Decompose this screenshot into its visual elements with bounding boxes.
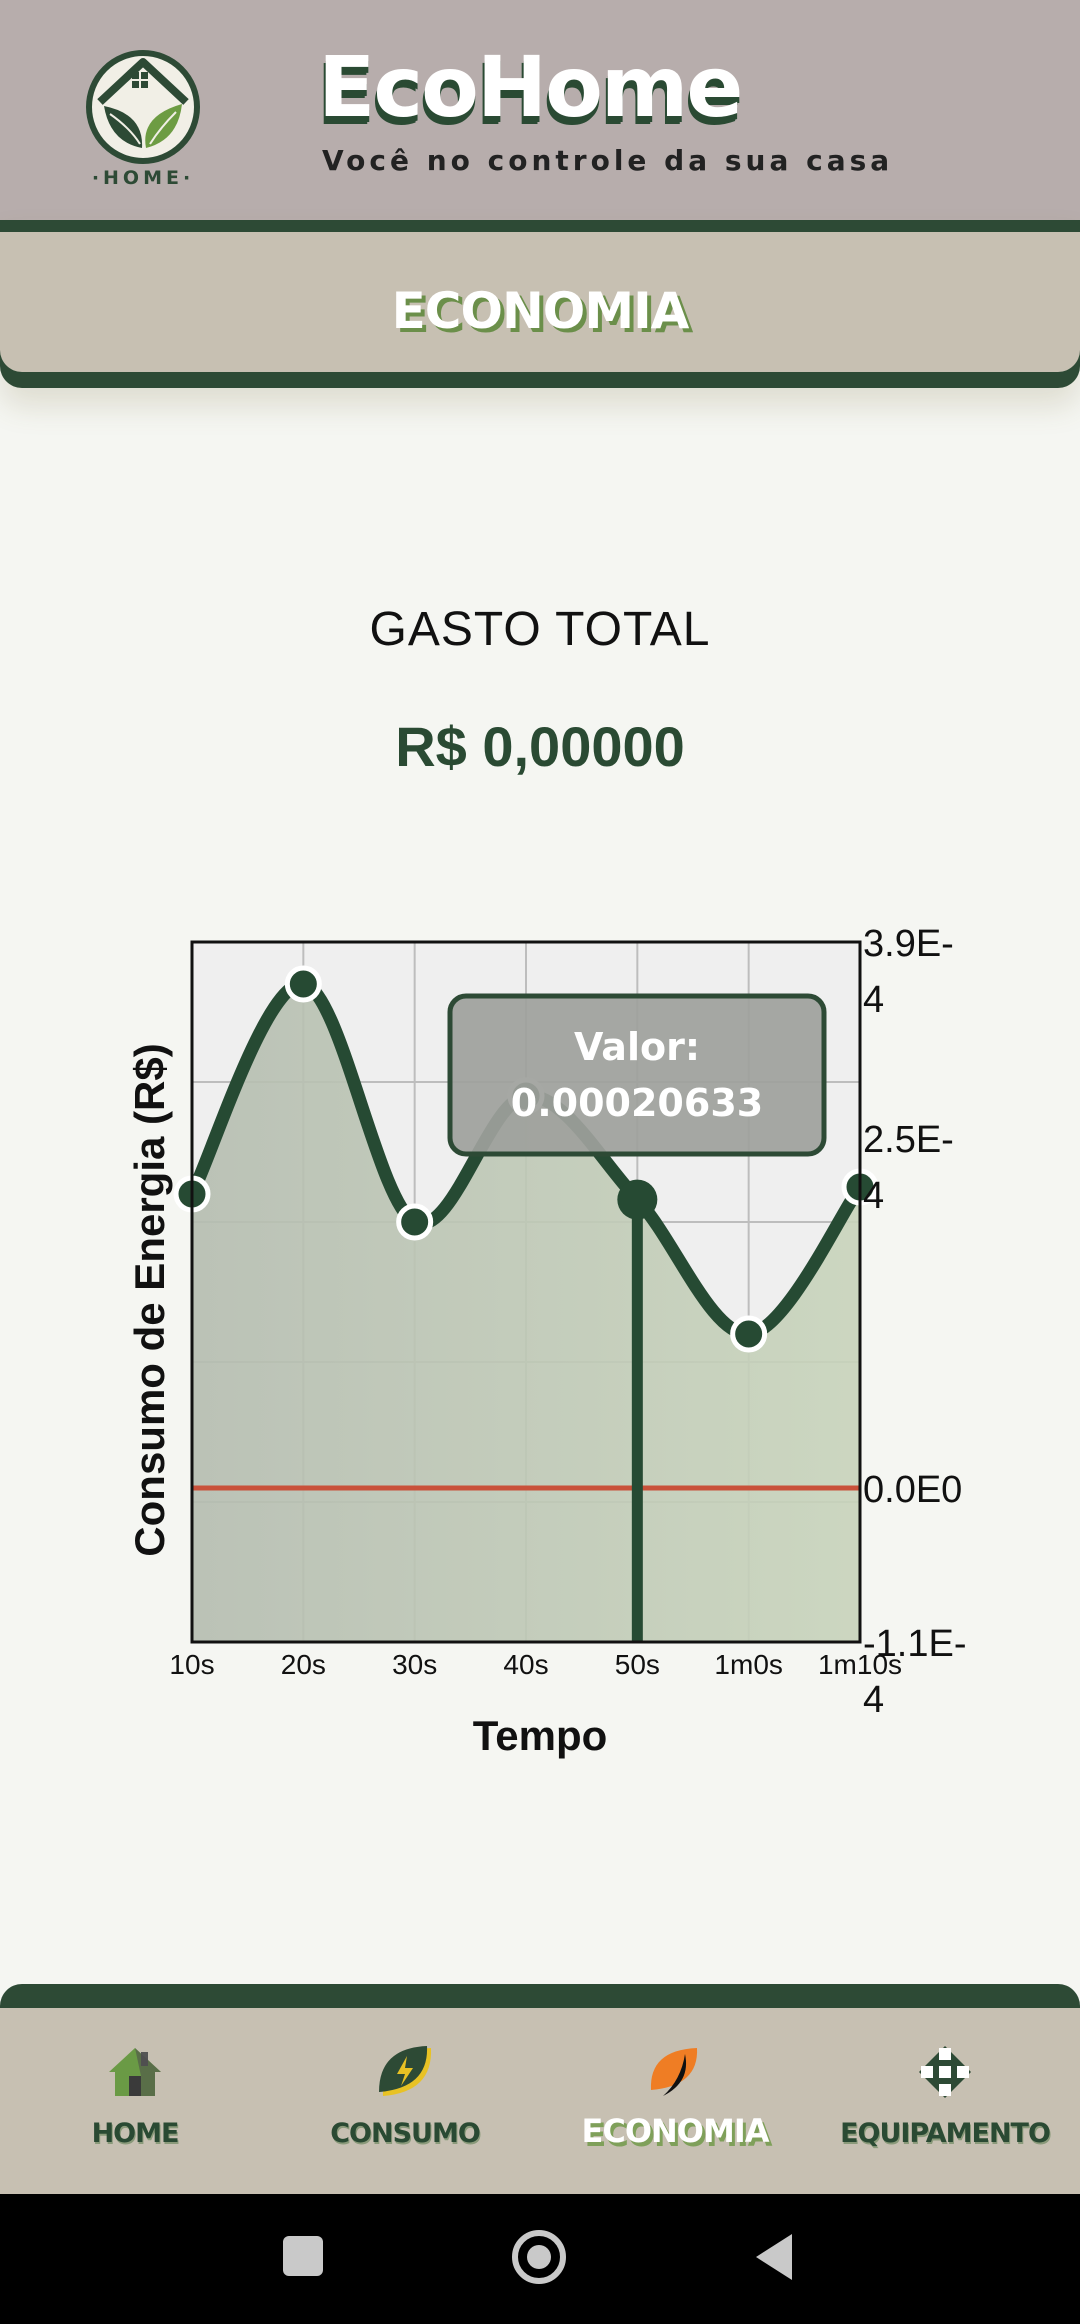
bottom-navigation-panel: HOME CONSUMO ECONOMIA: [0, 2008, 1080, 2194]
nav-label-consumo: CONSUMO: [330, 2118, 481, 2149]
x-axis-label: Tempo: [473, 1712, 608, 1759]
nav-item-equipamento[interactable]: EQUIPAMENTO: [810, 2008, 1080, 2194]
energy-chart[interactable]: Valor: 0.00020633 3.9E-4 2.5E-4 0.0E0 -1.1E…: [0, 880, 1080, 1760]
section-bar: ECONOMIA: [0, 220, 1080, 388]
x-tick-label: 20s: [281, 1649, 326, 1680]
total-value: R$ 0,00000: [395, 715, 685, 778]
nav-label-home: HOME: [91, 2118, 180, 2149]
system-navigation-bar: [0, 2194, 1080, 2324]
app-title: EcoHome: [318, 38, 743, 136]
y-tick-label: 0.0E0: [863, 1469, 962, 1511]
y-tick-label: -1.1E-4: [863, 1623, 966, 1721]
data-point[interactable]: [617, 1179, 658, 1220]
logo-text: ·HOME·: [92, 167, 194, 189]
tooltip-value: 0.00020633: [511, 1081, 763, 1125]
data-point[interactable]: [396, 1203, 434, 1241]
recent-apps-button[interactable]: [283, 2236, 323, 2276]
leaf-icon: [650, 2048, 698, 2096]
nav-item-home[interactable]: HOME: [0, 2008, 270, 2194]
section-title: ECONOMIA: [391, 282, 690, 340]
app-subtitle: Você no controle da sua casa: [322, 144, 894, 177]
app-header: ·HOME· EcoHome Você no controle da sua c…: [0, 0, 1080, 222]
tooltip-label: Valor:: [574, 1025, 700, 1069]
y-axis-label: Consumo de Energia (R$): [126, 1043, 173, 1556]
nav-label-economia: ECONOMIA: [581, 2112, 769, 2150]
x-tick-label: 40s: [503, 1649, 548, 1680]
section-panel: ECONOMIA: [0, 232, 1080, 372]
nav-item-economia[interactable]: ECONOMIA: [540, 2008, 810, 2194]
y-tick-label: 2.5E-4: [863, 1119, 954, 1217]
x-tick-label: 10s: [169, 1649, 214, 1680]
back-button[interactable]: [756, 2234, 792, 2280]
house-icon: [109, 2048, 161, 2096]
data-point[interactable]: [730, 1315, 768, 1353]
nav-label-equipamento: EQUIPAMENTO: [840, 2118, 1051, 2149]
bottom-navigation: HOME CONSUMO ECONOMIA: [0, 1984, 1080, 2194]
series-area: [192, 983, 860, 1642]
data-point[interactable]: [284, 965, 322, 1003]
plot-border: [190, 940, 862, 1644]
lightning-leaf-icon: [379, 2046, 432, 2096]
nav-item-consumo[interactable]: CONSUMO: [270, 2008, 540, 2194]
home-button[interactable]: [512, 2230, 566, 2284]
total-label: GASTO TOTAL: [369, 603, 711, 656]
x-tick-label: 1m10s: [818, 1649, 902, 1680]
network-icon: [919, 2046, 971, 2098]
value-tooltip: Valor: 0.00020633: [447, 993, 827, 1157]
x-tick-label: 30s: [392, 1649, 437, 1680]
x-tick-label: 50s: [615, 1649, 660, 1680]
x-tick-label: 1m0s: [714, 1649, 782, 1680]
ecohome-logo: ·HOME·: [86, 50, 200, 189]
y-tick-label: 3.9E-4: [863, 923, 954, 1021]
